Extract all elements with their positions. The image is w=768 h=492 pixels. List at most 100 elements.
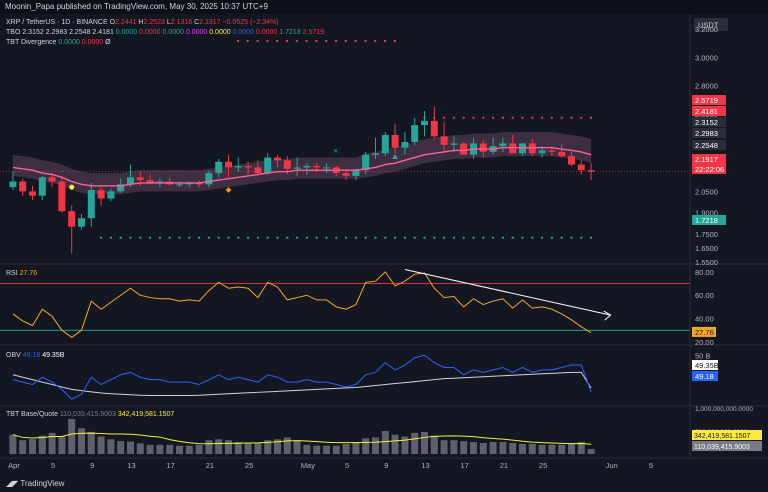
volume-value-text: 110,039,415.9003: [694, 444, 750, 451]
candle-body: [293, 167, 301, 169]
candle: [499, 137, 507, 152]
candle-body: [58, 181, 66, 212]
volume-bar: [470, 442, 477, 454]
volume-bar: [391, 434, 399, 454]
candle: [519, 143, 526, 157]
candle-body: [136, 177, 144, 181]
tbo-line: [12, 146, 592, 187]
candle: [19, 178, 27, 196]
legend-tbo-value: 0.0000: [186, 29, 209, 36]
candle: [587, 163, 595, 181]
price-tick-label: 3.0000: [695, 53, 718, 62]
candle: [87, 182, 95, 227]
candle-body: [558, 151, 566, 157]
candle: [97, 187, 105, 206]
candle: [411, 118, 419, 145]
rsi-pane[interactable]: [0, 269, 690, 338]
price-axis[interactable]: USDT3.20003.00002.80002.60002.40002.2000…: [692, 18, 762, 451]
price-label-text: 1.7218: [695, 216, 718, 225]
support-dot: [452, 236, 455, 239]
candle-body: [372, 153, 379, 155]
volume-bar: [166, 444, 174, 454]
support-dot: [443, 236, 446, 239]
volume-bar: [48, 432, 56, 454]
signal-dot: [286, 40, 288, 42]
legend-ohlc-value: 2.2441: [115, 19, 138, 26]
legend-ohlc-value: 2.1917: [199, 19, 222, 26]
volume-bar: [421, 431, 428, 454]
diamond-marker: [225, 187, 232, 193]
resistance-dot: [550, 116, 553, 119]
signal-dot: [315, 40, 318, 42]
price-label: 2.2983: [692, 128, 726, 138]
candle-body: [68, 211, 76, 227]
time-tick-label: 17: [167, 461, 175, 470]
support-dot: [207, 236, 210, 239]
volume-bar: [176, 445, 183, 454]
candle-body: [244, 166, 252, 168]
signal-dot: [344, 40, 347, 42]
resistance-dot: [482, 116, 485, 119]
obv-tick-label: 50 B: [695, 351, 710, 360]
signal-dot: [256, 40, 259, 42]
trading-chart[interactable]: × USDT3.20003.00002.80002.60002.40002.20…: [0, 14, 768, 476]
candle: [303, 163, 311, 175]
support-dot: [305, 236, 308, 239]
candle: [558, 143, 566, 158]
signal-dot: [295, 40, 298, 42]
time-tick-label: May: [301, 461, 315, 470]
candle-body: [460, 143, 468, 155]
candle: [68, 205, 76, 254]
obv-value-label: 49.35B: [692, 360, 719, 370]
candle-body: [342, 173, 350, 176]
price-label-text: 2.3152: [695, 118, 718, 127]
volume-bar: [519, 443, 526, 454]
volume-bar: [489, 442, 497, 454]
rsi-trendline-arrow-icon: [603, 310, 612, 321]
candle-body: [519, 143, 526, 154]
volume-pane[interactable]: [9, 419, 595, 454]
support-dot: [296, 236, 299, 239]
candle-body: [362, 154, 370, 171]
support-dot: [560, 236, 563, 239]
price-tick-label: 1.5500: [695, 258, 718, 267]
support-dot: [119, 236, 122, 239]
volume-legend-value-2: 342,419,581.1507: [118, 411, 175, 418]
currency-badge: USDT: [694, 18, 728, 31]
volume-bar: [97, 436, 105, 454]
price-pane[interactable]: ×: [0, 40, 690, 254]
legend-tbo-label: TBO: [6, 29, 22, 36]
time-axis[interactable]: Apr 5 9 13 17 21 25 May 5 9 13 17 21 25 Jun 5: [8, 461, 653, 470]
price-label-text: 2.4181: [695, 107, 718, 116]
volume-bar: [58, 436, 66, 454]
support-dot: [423, 236, 426, 239]
resistance-dot: [511, 116, 514, 119]
price-label-bg: [692, 128, 726, 138]
volume-bar: [283, 437, 291, 454]
volume-bar: [313, 445, 321, 454]
candle-body: [146, 180, 154, 183]
price-tick-label: 2.0500: [695, 187, 718, 196]
price-tick-label: 1.9000: [695, 209, 718, 218]
signal-dot: [246, 40, 249, 42]
volume-bar: [127, 441, 134, 454]
footer-brand: TradingView: [20, 479, 65, 488]
obv-pane[interactable]: [12, 354, 592, 400]
volume-bar: [568, 443, 575, 454]
candle-body: [38, 177, 46, 196]
volume-bar: [323, 445, 330, 454]
signal-dot: [374, 40, 377, 42]
support-dot: [100, 236, 103, 239]
support-dot: [394, 236, 397, 239]
support-dot: [266, 236, 269, 239]
legend-tbo-value: 2.4181: [92, 29, 115, 36]
time-tick-label: 5: [649, 461, 653, 470]
signal-dot: [325, 40, 328, 42]
candle-body: [440, 136, 448, 145]
legend-divergence-row: TBT Divergence 0.0000 0.0000 Ø: [6, 39, 111, 46]
candle: [58, 175, 66, 213]
price-tick-label: 1.6500: [695, 244, 718, 253]
volume-bar: [293, 441, 301, 454]
candle-body: [577, 164, 585, 171]
candle: [215, 158, 223, 178]
